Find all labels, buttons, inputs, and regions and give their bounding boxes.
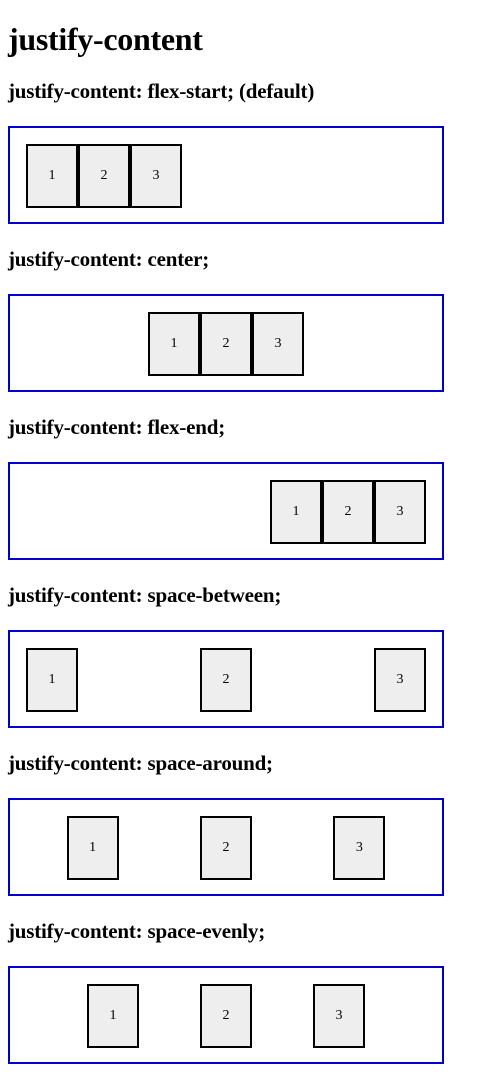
- flex-item: 2: [199, 816, 252, 880]
- flex-item: 2: [200, 648, 252, 712]
- flex-item: 1: [87, 984, 139, 1048]
- section-title-center: justify-content: center;: [8, 247, 210, 271]
- flex-item: 2: [200, 312, 252, 376]
- section-title-space-evenly: justify-content: space-evenly;: [8, 919, 266, 943]
- flex-item: 3: [313, 984, 365, 1048]
- page-title: justify-content: [8, 21, 203, 57]
- flex-item: 1: [270, 480, 322, 544]
- flex-container-space-between: 1 2 3: [8, 630, 444, 728]
- flex-container-center: 1 2 3: [8, 294, 444, 392]
- flex-item: 3: [333, 816, 386, 880]
- flex-item: 2: [78, 144, 130, 208]
- section-title-flex-end: justify-content: flex-end;: [8, 415, 226, 439]
- flex-item: 2: [200, 984, 252, 1048]
- section-title-space-around: justify-content: space-around;: [8, 751, 273, 775]
- flex-container-space-around: 1 2 3: [8, 798, 444, 896]
- flex-container-flex-end: 1 2 3: [8, 462, 444, 560]
- flex-item: 3: [252, 312, 304, 376]
- section-title-flex-start: justify-content: flex-start; (default): [8, 79, 315, 103]
- flex-item: 3: [130, 144, 182, 208]
- flex-item: 1: [26, 144, 78, 208]
- section-title-space-between: justify-content: space-between;: [8, 583, 282, 607]
- flex-item: 3: [374, 648, 426, 712]
- flex-item: 2: [322, 480, 374, 544]
- flex-item: 3: [374, 480, 426, 544]
- flex-container-space-evenly: 1 2 3: [8, 966, 444, 1064]
- flex-container-flex-start: 1 2 3: [8, 126, 444, 224]
- flex-item: 1: [26, 648, 78, 712]
- flex-item: 1: [148, 312, 200, 376]
- flex-item: 1: [66, 816, 119, 880]
